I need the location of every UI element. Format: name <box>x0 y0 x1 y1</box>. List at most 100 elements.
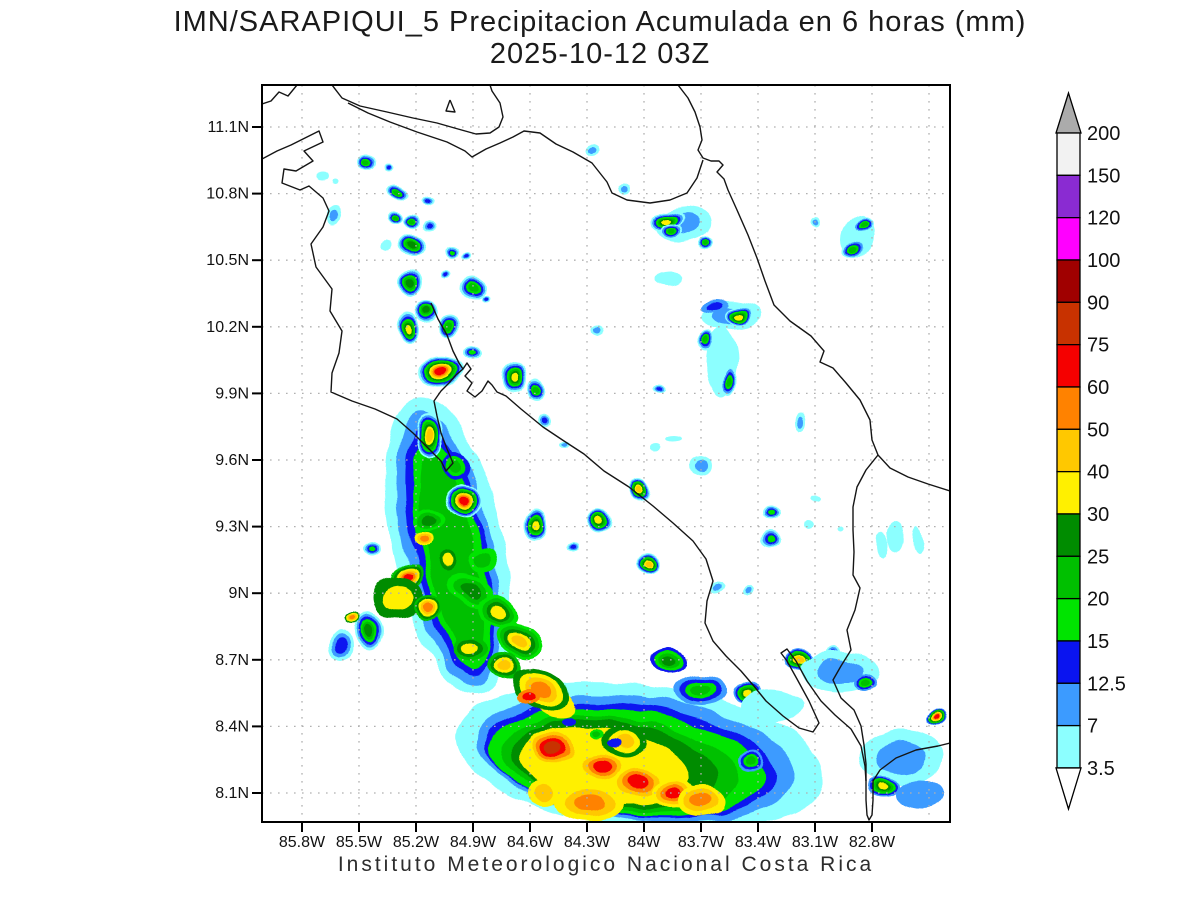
axis-labels: 85.8W 85.5W 85.2W 84.9W 84.6W 84.3W 84W 83.7W 83… <box>206 119 896 851</box>
page-title: IMN/SARAPIQUI_5 Precipitacion Acumulada … <box>173 6 1027 38</box>
precip-contour-level-6 <box>403 322 411 334</box>
precip-contour-level-7 <box>498 659 512 671</box>
coastline-path <box>430 302 464 370</box>
precip-contour-level-3 <box>767 536 775 544</box>
colorbar-box <box>1056 597 1081 642</box>
precip-contour-level-2 <box>426 222 434 228</box>
precip-contour-level-2 <box>608 740 620 748</box>
coastline-borders <box>262 85 950 821</box>
colorbar-tick-label: 7 <box>1087 716 1098 738</box>
x-axis-tick-label: 82.8W <box>849 834 896 851</box>
precip-contour-level-3 <box>366 546 374 554</box>
precip-contour-level-6 <box>532 520 540 530</box>
precip-contour-level-4 <box>849 246 857 252</box>
precip-contour-level-4 <box>727 377 733 387</box>
precip-contour-level-4 <box>393 215 399 221</box>
coastline-path <box>832 454 879 781</box>
precip-contour-level-5 <box>423 515 437 525</box>
precip-contour-level-4 <box>859 224 867 230</box>
precip-contour-level-5 <box>408 241 418 249</box>
precip-contour-level-4 <box>593 732 603 738</box>
y-axis-tick-label: 10.8N <box>206 186 249 203</box>
precip-contour-level-0 <box>380 240 392 250</box>
precip-contour-level-7 <box>426 428 434 442</box>
graticule <box>262 85 950 822</box>
precip-contour-level-4 <box>703 336 709 344</box>
precip-contour-level-2 <box>562 719 574 727</box>
precip-contour-level-5 <box>661 655 675 665</box>
precip-contour-level-4 <box>744 756 756 764</box>
colorbar-tick-label: 20 <box>1087 589 1109 611</box>
coastline-path <box>347 102 704 204</box>
precip-contour-level-1 <box>743 589 751 595</box>
colorbar-tick-label: 25 <box>1087 546 1109 568</box>
precip-contour-level-1 <box>796 415 804 427</box>
precip-contour-level-2 <box>706 302 724 310</box>
page-subtitle: 2025-10-12 03Z <box>489 38 711 70</box>
colorbar-box <box>1056 301 1081 346</box>
coastline-path <box>445 99 456 113</box>
precip-contour-level-2 <box>336 637 348 653</box>
colorbar-box <box>1056 724 1081 769</box>
precip-contour-level-6 <box>596 516 604 524</box>
precip-contour-level-7 <box>795 656 805 664</box>
precip-contour-level-4 <box>467 283 477 293</box>
x-axis-tick-label: 83.1W <box>792 834 839 851</box>
precip-contour-level-2 <box>465 255 471 259</box>
precip-contour-level-1 <box>895 780 945 810</box>
colorbar-tick-label: 30 <box>1087 504 1109 526</box>
x-axis-tick-label: 84.6W <box>507 834 554 851</box>
precip-contour-level-1 <box>619 184 629 192</box>
colorbar-box <box>1056 217 1081 261</box>
precip-contour-level-7 <box>644 560 652 566</box>
precip-contour-level-0 <box>887 522 903 552</box>
precip-contour-level-0 <box>317 172 327 180</box>
y-axis-tick-label: 8.4N <box>215 718 249 735</box>
colorbar-box <box>1056 555 1081 600</box>
precip-contour-level-9 <box>433 367 447 377</box>
colorbar-box <box>1056 343 1081 388</box>
precip-contour-level-7 <box>534 784 556 800</box>
precip-contour-level-3 <box>448 249 456 255</box>
colorbar-under-arrow <box>1055 767 1082 812</box>
precip-contour-level-9 <box>935 716 941 722</box>
x-axis-tick-label: 83.7W <box>678 834 725 851</box>
colorbar-tick-label: 40 <box>1087 462 1109 484</box>
precip-contour-level-0 <box>740 688 800 724</box>
precip-contour-level-8 <box>422 602 434 612</box>
precip-field <box>317 143 949 822</box>
colorbar-box <box>1056 682 1081 727</box>
precip-contour-level-1 <box>813 218 819 224</box>
precip-contour-level-1 <box>594 327 602 333</box>
x-axis-tick-label: 85.8W <box>279 834 326 851</box>
precip-contour-level-4 <box>689 683 711 697</box>
precip-contour-level-6 <box>489 605 507 619</box>
plot-frame <box>261 84 951 823</box>
precip-contour-level-0 <box>665 437 683 443</box>
source-caption: Instituto Meteorologico Nacional Costa R… <box>337 853 875 876</box>
precip-contour-level-0 <box>804 519 814 527</box>
y-axis-tick-label: 11.1N <box>207 119 249 136</box>
precip-contour-level-8 <box>349 614 357 620</box>
precip-contour-level-4 <box>860 680 870 688</box>
colorbar-box <box>1056 640 1081 684</box>
precip-contour-level-4 <box>475 552 493 568</box>
precip-contour-level-0 <box>813 496 821 502</box>
x-axis-tick-label: 85.2W <box>393 834 440 851</box>
y-axis-tick-label: 9N <box>229 585 249 602</box>
precip-contour-level-0 <box>912 527 922 553</box>
precip-contour-level-2 <box>444 272 450 276</box>
precip-contour-level-3 <box>468 349 476 355</box>
precip-contour-level-4 <box>533 385 539 395</box>
precip-contour-level-1 <box>710 586 720 594</box>
precip-contour-level-6 <box>661 218 673 226</box>
precip-contour-level-0 <box>654 273 682 287</box>
precip-contour-level-1 <box>561 442 567 448</box>
precip-contour-level-1 <box>692 459 708 471</box>
colorbar-labels: 200 150 120 100 90 75 60 50 40 30 25 20 15 12.5 7 3.5 <box>1087 123 1126 780</box>
precip-contour-level-5 <box>423 308 431 316</box>
precip-contour-level-1 <box>588 145 598 153</box>
colorbar-tick-label: 3.5 <box>1087 758 1115 780</box>
